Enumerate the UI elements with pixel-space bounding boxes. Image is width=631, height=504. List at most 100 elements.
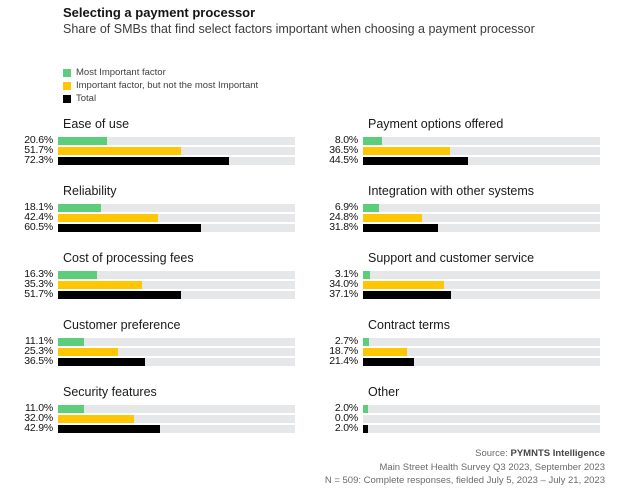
- bar-row: 60.5%: [0, 222, 300, 232]
- bar-track: [58, 280, 295, 289]
- bar-track: [363, 270, 600, 279]
- bar-group-title: Other: [368, 385, 400, 399]
- bar-row: 6.9%: [305, 201, 605, 213]
- bar-value-label: 32.0%: [24, 412, 53, 424]
- bar-group: Reliability 18.1% 42.4% 60.5%: [0, 185, 300, 232]
- bar-row: 34.0%: [305, 278, 605, 290]
- survey-line: Main Street Health Survey Q3 2023, Septe…: [379, 461, 606, 473]
- bar-value-label: 72.3%: [24, 154, 53, 166]
- bar-track: [58, 337, 295, 346]
- bar-value-label: 51.7%: [24, 288, 53, 300]
- legend-swatch-important-not-most: [63, 81, 71, 90]
- bar-row: 32.0%: [0, 412, 300, 424]
- bar-row: 44.5%: [305, 154, 605, 166]
- bar-track: [58, 270, 295, 279]
- bar-track: [363, 347, 600, 356]
- bar-group-title: Support and customer service: [368, 251, 535, 265]
- bar-track: [58, 424, 295, 433]
- bar-fill: [363, 404, 368, 413]
- bar-fill: [363, 146, 450, 155]
- legend-row: Most Important factor: [63, 66, 631, 79]
- bar-group-title: Payment options offered: [368, 117, 504, 131]
- bar-row: 24.8%: [305, 211, 605, 223]
- bar-fill: [58, 203, 101, 212]
- bar-value-label: 3.1%: [334, 268, 358, 280]
- bar-fill: [363, 213, 422, 222]
- bar-track: [363, 424, 600, 433]
- bar-row: 31.8%: [305, 222, 605, 232]
- bar-value-label: 20.6%: [24, 134, 53, 146]
- bar-track: [58, 146, 295, 155]
- bar-fill: [58, 424, 160, 433]
- bar-value-label: 25.3%: [24, 345, 53, 357]
- bar-value-label: 42.4%: [24, 211, 53, 223]
- bar-fill: [363, 424, 368, 433]
- sample-line: N = 509: Complete responses, fielded Jul…: [324, 475, 605, 486]
- bar-value-label: 44.5%: [329, 154, 358, 166]
- bar-value-label: 24.8%: [329, 211, 358, 223]
- bar-value-label: 34.0%: [329, 278, 358, 290]
- bar-track: [363, 337, 600, 346]
- bar-track: [363, 404, 600, 413]
- bar-row: 35.3%: [0, 278, 300, 290]
- bar-row: 11.0%: [0, 403, 300, 413]
- bar-fill: [363, 347, 408, 356]
- bar-track: [363, 280, 600, 289]
- bar-fill: [363, 203, 380, 212]
- bar-row: 51.7%: [0, 288, 300, 300]
- source-name: PYMNTS Intelligence: [510, 448, 606, 459]
- bar-value-label: 36.5%: [329, 144, 358, 156]
- bar-track: [58, 156, 295, 165]
- bar-value-label: 11.1%: [25, 335, 53, 347]
- bar-group-title: Security features: [63, 385, 157, 399]
- bar-fill: [363, 357, 414, 366]
- bar-group: Support and customer service 3.1% 34.0% …: [305, 252, 605, 299]
- bar-value-label: 37.1%: [329, 288, 358, 300]
- bar-track: [58, 136, 295, 145]
- bar-row: 2.0%: [305, 402, 605, 414]
- chart-columns: Ease of use 20.6% 51.7% 72.3% Reliabilit…: [0, 118, 631, 453]
- bar-fill: [363, 156, 469, 165]
- bar-value-label: 36.5%: [24, 355, 53, 367]
- bar-group-title: Reliability: [63, 184, 117, 198]
- bar-fill: [363, 136, 382, 145]
- bar-row: 36.5%: [0, 355, 300, 367]
- bar-group: Cost of processing fees 16.3% 35.3% 51.7…: [0, 252, 300, 299]
- bar-value-label: 8.0%: [334, 134, 358, 146]
- bar-row: 18.7%: [305, 345, 605, 357]
- bar-value-label: 6.9%: [334, 201, 358, 213]
- legend-swatch-total: [63, 94, 71, 103]
- bar-row: 25.3%: [0, 345, 300, 357]
- legend-label: Most Important factor: [76, 67, 166, 78]
- bar-fill: [363, 337, 370, 346]
- bar-fill: [58, 347, 118, 356]
- bar-value-label: 42.9%: [24, 422, 53, 434]
- bar-track: [58, 404, 295, 413]
- bar-fill: [58, 280, 142, 289]
- bar-fill: [58, 136, 107, 145]
- bar-track: [58, 223, 295, 232]
- bar-fill: [363, 280, 444, 289]
- bar-group-title: Ease of use: [63, 117, 130, 131]
- chart-column-left: Ease of use 20.6% 51.7% 72.3% Reliabilit…: [0, 118, 300, 453]
- bar-fill: [58, 223, 202, 232]
- bar-row: 51.7%: [0, 145, 300, 155]
- bar-fill: [58, 146, 181, 155]
- bar-value-label: 18.7%: [329, 345, 358, 357]
- bar-group: Ease of use 20.6% 51.7% 72.3%: [0, 118, 300, 165]
- bar-track: [363, 156, 600, 165]
- bar-group-title: Cost of processing fees: [63, 251, 194, 265]
- bar-value-label: 2.7%: [334, 335, 358, 347]
- bar-group: Customer preference 11.1% 25.3% 36.5%: [0, 319, 300, 366]
- bar-row: 37.1%: [305, 288, 605, 300]
- bar-value-label: 35.3%: [24, 278, 53, 290]
- bar-fill: [58, 404, 85, 413]
- bar-fill: [363, 270, 371, 279]
- footer: Source: PYMNTS Intelligence Main Street …: [0, 447, 605, 488]
- legend-swatch-most-important: [63, 68, 71, 77]
- bar-fill: [58, 337, 85, 346]
- bar-row: 18.1%: [0, 202, 300, 212]
- bar-value-label: 2.0%: [334, 402, 358, 414]
- bar-value-label: 16.3%: [24, 268, 53, 280]
- bar-fill: [58, 213, 159, 222]
